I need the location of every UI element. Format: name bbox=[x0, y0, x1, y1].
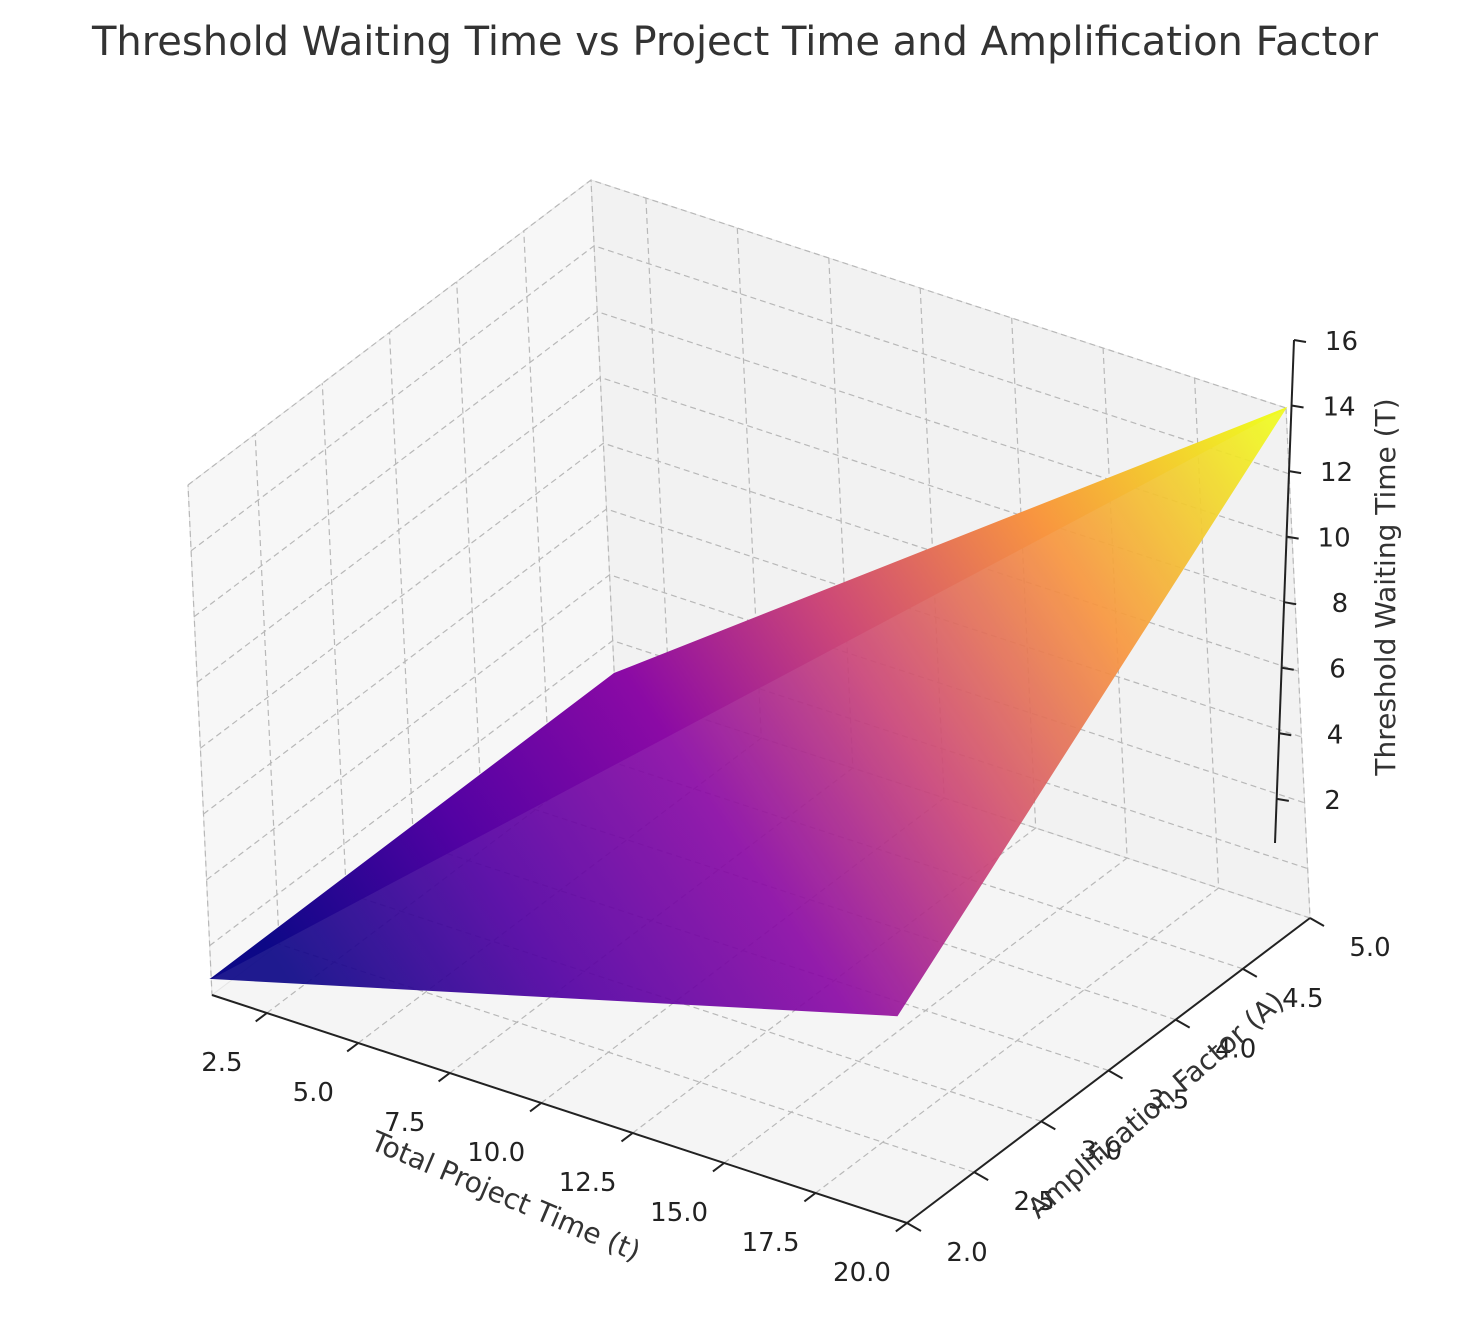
surface-face-lower bbox=[209, 406, 1288, 1017]
x-tick-label: 7.5 bbox=[384, 1108, 425, 1138]
z-tick-mark bbox=[1284, 601, 1297, 606]
z-tick-label: 10 bbox=[1318, 524, 1351, 554]
x-tick-mark bbox=[529, 1102, 542, 1113]
z-tick-mark bbox=[1291, 404, 1304, 409]
x-tick-mark bbox=[895, 1222, 908, 1233]
grid-line-z bbox=[190, 245, 1290, 552]
y-tick-mark bbox=[1175, 1018, 1191, 1029]
y-tick-label: 2.5 bbox=[1013, 1187, 1054, 1217]
z-tick-label: 4 bbox=[1327, 720, 1344, 750]
x-axis-line bbox=[211, 994, 908, 1224]
z-tick-label: 16 bbox=[1325, 327, 1358, 357]
z-tick-label: 14 bbox=[1322, 393, 1355, 423]
y-tick-mark bbox=[906, 1222, 922, 1232]
z-tick-mark bbox=[1288, 470, 1302, 475]
y-tick-mark bbox=[1242, 967, 1258, 978]
z-axis-line bbox=[1274, 339, 1295, 844]
x-tick-mark bbox=[620, 1132, 634, 1143]
x-tick-mark bbox=[712, 1162, 725, 1173]
grid-line-z bbox=[187, 179, 1287, 486]
x-tick-mark bbox=[803, 1192, 817, 1203]
y-tick-mark bbox=[973, 1171, 989, 1182]
z-tick-mark bbox=[1281, 666, 1294, 671]
z-tick-label: 2 bbox=[1324, 786, 1341, 816]
y-tick-label: 5.0 bbox=[1349, 933, 1390, 963]
x-tick-mark bbox=[255, 1012, 268, 1023]
grid-line-x bbox=[815, 377, 1220, 1194]
z-tick-mark bbox=[1286, 535, 1299, 540]
x-tick-label: 20.0 bbox=[833, 1258, 891, 1288]
surface-plot bbox=[209, 406, 1288, 1017]
z-tick-mark bbox=[1293, 339, 1307, 343]
x-tick-mark bbox=[346, 1042, 359, 1053]
tick-marks: 2.5 5.0 7.5 10.0 12.5 15.0 17.5 20.0 2.0 2.5 3.0 3.… bbox=[201, 327, 1390, 1288]
z-tick-label: 6 bbox=[1329, 655, 1346, 685]
x-tick-label: 2.5 bbox=[201, 1048, 242, 1078]
y-tick-label: 2.0 bbox=[946, 1238, 987, 1268]
z-tick-mark bbox=[1276, 797, 1290, 802]
y-tick-mark bbox=[1108, 1069, 1123, 1080]
z-tick-mark bbox=[1279, 732, 1292, 737]
grid-line-z bbox=[209, 639, 1308, 947]
x-tick-label: 5.0 bbox=[293, 1078, 334, 1108]
z-tick-label: 8 bbox=[1332, 589, 1349, 619]
y-tick-mark bbox=[1309, 917, 1325, 927]
x-tick-label: 15.0 bbox=[650, 1198, 708, 1228]
x-tick-label: 17.5 bbox=[742, 1228, 800, 1258]
x-tick-label: 10.0 bbox=[467, 1138, 525, 1168]
z-axis-label: Threshold Waiting Time (T) bbox=[1369, 398, 1402, 776]
y-tick-label: 3.5 bbox=[1148, 1086, 1189, 1116]
y-tick-label: 4.0 bbox=[1215, 1035, 1256, 1065]
grid-line-z bbox=[193, 310, 1293, 618]
y-tick-label: 3.0 bbox=[1081, 1136, 1122, 1166]
chart-title: Threshold Waiting Time vs Project Time a… bbox=[91, 19, 1379, 65]
y-tick-label: 4.5 bbox=[1282, 984, 1323, 1014]
x-tick-label: 12.5 bbox=[559, 1168, 617, 1198]
y-tick-mark bbox=[1040, 1120, 1056, 1131]
x-tick-mark bbox=[437, 1072, 451, 1083]
z-tick-label: 12 bbox=[1320, 458, 1353, 488]
grid-line-x bbox=[632, 317, 1037, 1134]
